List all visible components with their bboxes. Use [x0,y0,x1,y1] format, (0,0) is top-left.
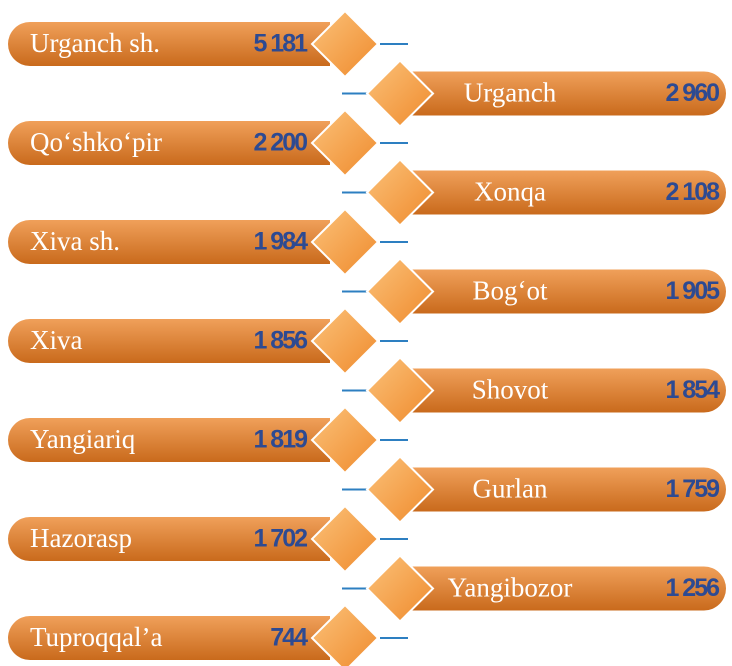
diamond [365,158,435,227]
diamond [365,257,435,326]
name: Gurlan [473,474,548,504]
ribbon [8,517,330,561]
value: 1 984 [253,228,308,256]
name: Shovot [472,375,549,405]
value: 2 960 [665,79,719,107]
ribbon [8,220,330,264]
diamond [365,455,435,524]
ribbon [400,71,726,116]
ribbon [8,319,330,363]
value: 744 [270,624,308,652]
value: 1 854 [665,376,720,404]
value: 1 856 [253,327,307,355]
value: 5 181 [253,30,308,58]
value: 2 108 [665,178,720,206]
value: 1 905 [665,277,720,305]
name: Hazorasp [30,523,132,553]
diamond [310,603,380,666]
ribbon [400,170,726,215]
name: Xiva sh. [30,226,120,256]
ribbon [8,616,330,660]
ribbon [400,467,726,512]
value: 1 819 [253,426,307,454]
ribbon [8,418,330,462]
value: 1 702 [253,525,307,553]
diamond [310,9,380,79]
name: Yangibozor [448,573,573,603]
ribbon [400,368,726,413]
diamond [365,356,435,425]
name: Xonqa [474,177,546,207]
name: Yangiariq [30,424,136,454]
diamond [310,108,380,178]
diamond [310,405,380,475]
diamond [365,554,435,623]
ribbon [8,22,330,66]
name: Urganch [464,78,557,108]
name: Xiva [30,325,83,355]
ribbon [400,269,726,314]
diamond [310,207,380,277]
name: Urganch sh. [30,28,160,58]
diamond [310,504,380,574]
value: 2 200 [253,129,307,157]
ribbon [400,566,726,611]
name: Bog‘ot [472,276,548,306]
value: 1 759 [665,475,719,503]
value: 1 256 [665,574,719,602]
name: Tuproqqal’a [30,622,163,652]
ribbon [8,121,330,165]
diamond [365,59,435,128]
name: Qo‘shko‘pir [30,127,162,157]
diamond [310,306,380,376]
